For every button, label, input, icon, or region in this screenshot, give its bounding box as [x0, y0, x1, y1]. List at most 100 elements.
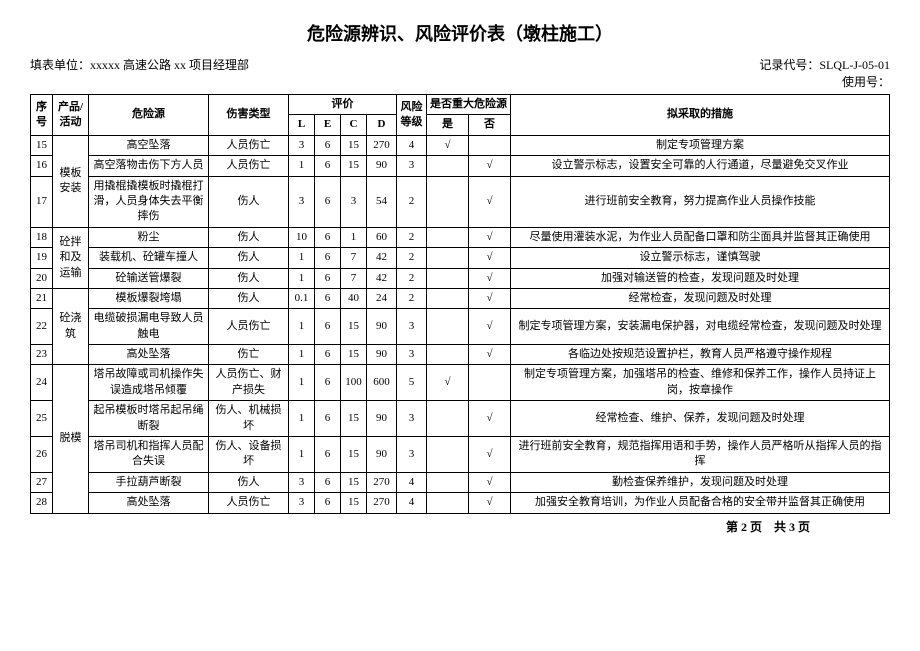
cell-C: 15 [341, 345, 367, 365]
th-C: C [341, 115, 367, 135]
cell-seq: 22 [31, 309, 53, 345]
cell-D: 270 [367, 472, 397, 492]
cell-level: 2 [397, 268, 427, 288]
cell-D: 90 [367, 156, 397, 176]
cell-E: 6 [315, 401, 341, 437]
cell-hazard: 装载机、砼罐车撞人 [89, 248, 209, 268]
cell-harm: 人员伤亡 [209, 309, 289, 345]
cell-C: 1 [341, 227, 367, 247]
cell-L: 0.1 [289, 288, 315, 308]
table-row: 27手拉葫芦断裂伤人36152704√勤检查保养维护，发现问题及时处理 [31, 472, 890, 492]
record-code-label: 记录代号： [759, 58, 819, 72]
cell-level: 4 [397, 472, 427, 492]
cell-harm: 伤人、机械损坏 [209, 401, 289, 437]
th-eval: 评价 [289, 95, 397, 115]
cell-hazard: 高空坠落 [89, 135, 209, 155]
cell-measure: 加强安全教育培训，为作业人员配备合格的安全带并监督其正确使用 [511, 493, 890, 513]
cell-measure: 经常检查，发现问题及时处理 [511, 288, 890, 308]
cell-harm: 人员伤亡、财产损失 [209, 365, 289, 401]
cell-harm: 伤人 [209, 288, 289, 308]
cell-hazard: 高处坠落 [89, 345, 209, 365]
cell-L: 1 [289, 437, 315, 473]
cell-no: √ [469, 176, 511, 227]
cell-measure: 设立警示标志，谨慎驾驶 [511, 248, 890, 268]
cell-measure: 经常检查、维护、保养，发现问题及时处理 [511, 401, 890, 437]
cell-hazard: 高空落物击伤下方人员 [89, 156, 209, 176]
cell-yes [427, 248, 469, 268]
cell-no: √ [469, 288, 511, 308]
org-value: xxxxx 高速公路 xx 项目经理部 [90, 58, 249, 72]
cell-no: √ [469, 345, 511, 365]
page-footer: 第 2 页 共 3 页 [30, 518, 890, 535]
cell-yes [427, 437, 469, 473]
cell-C: 7 [341, 268, 367, 288]
table-row: 25起吊模板时塔吊起吊绳断裂伤人、机械损坏1615903√经常检查、维护、保养，… [31, 401, 890, 437]
cell-no: √ [469, 156, 511, 176]
cell-activity: 模板安装 [53, 135, 89, 227]
cell-harm: 伤人 [209, 248, 289, 268]
cell-level: 2 [397, 227, 427, 247]
cell-D: 90 [367, 345, 397, 365]
cell-yes [427, 156, 469, 176]
th-level: 风险等级 [397, 95, 427, 136]
cell-no: √ [469, 493, 511, 513]
table-row: 15模板安装高空坠落人员伤亡36152704√制定专项管理方案 [31, 135, 890, 155]
cell-L: 1 [289, 365, 315, 401]
cell-L: 10 [289, 227, 315, 247]
cell-seq: 18 [31, 227, 53, 247]
cell-E: 6 [315, 309, 341, 345]
table-row: 20砼输送管爆裂伤人167422√加强对输送管的检查，发现问题及时处理 [31, 268, 890, 288]
cell-L: 3 [289, 493, 315, 513]
cell-yes [427, 401, 469, 437]
table-row: 16高空落物击伤下方人员人员伤亡1615903√设立警示标志，设置安全可靠的人行… [31, 156, 890, 176]
cell-E: 6 [315, 176, 341, 227]
cell-no: √ [469, 472, 511, 492]
cell-seq: 24 [31, 365, 53, 401]
cell-L: 1 [289, 401, 315, 437]
cell-E: 6 [315, 345, 341, 365]
table-row: 22电缆破损漏电导致人员触电人员伤亡1615903√制定专项管理方案，安装漏电保… [31, 309, 890, 345]
table-body: 15模板安装高空坠落人员伤亡36152704√制定专项管理方案16高空落物击伤下… [31, 135, 890, 513]
cell-hazard: 塔吊司机和指挥人员配合失误 [89, 437, 209, 473]
cell-activity: 砼浇筑 [53, 288, 89, 365]
th-hazard: 危险源 [89, 95, 209, 136]
record-code-value: SLQL-J-05-01 [819, 58, 890, 72]
cell-measure: 制定专项管理方案 [511, 135, 890, 155]
header-meta: 填表单位：xxxxx 高速公路 xx 项目经理部 记录代号：SLQL-J-05-… [30, 56, 890, 92]
table-row: 28高处坠落人员伤亡36152704√加强安全教育培训，为作业人员配备合格的安全… [31, 493, 890, 513]
cell-activity: 脱模 [53, 365, 89, 513]
table-row: 23高处坠落伤亡1615903√各临边处按规范设置护栏，教育人员严格遵守操作规程 [31, 345, 890, 365]
cell-activity: 砼拌和及运输 [53, 227, 89, 288]
th-L: L [289, 115, 315, 135]
cell-seq: 26 [31, 437, 53, 473]
table-row: 26塔吊司机和指挥人员配合失误伤人、设备损坏1615903√进行班前安全教育，规… [31, 437, 890, 473]
cell-seq: 23 [31, 345, 53, 365]
cell-hazard: 高处坠落 [89, 493, 209, 513]
cell-C: 15 [341, 493, 367, 513]
cell-C: 3 [341, 176, 367, 227]
cell-hazard: 塔吊故障或司机操作失误造成塔吊倾覆 [89, 365, 209, 401]
cell-yes [427, 472, 469, 492]
cell-E: 6 [315, 472, 341, 492]
cell-L: 3 [289, 176, 315, 227]
cell-L: 3 [289, 472, 315, 492]
cell-C: 15 [341, 401, 367, 437]
th-harm: 伤害类型 [209, 95, 289, 136]
cell-measure: 进行班前安全教育，规范指挥用语和手势，操作人员严格听从指挥人员的指挥 [511, 437, 890, 473]
cell-E: 6 [315, 493, 341, 513]
cell-L: 1 [289, 268, 315, 288]
cell-D: 600 [367, 365, 397, 401]
cell-E: 6 [315, 248, 341, 268]
cell-yes [427, 268, 469, 288]
th-seq: 序号 [31, 95, 53, 136]
cell-measure: 制定专项管理方案，安装漏电保护器，对电缆经常检查，发现问题及时处理 [511, 309, 890, 345]
cell-no: √ [469, 437, 511, 473]
cell-level: 3 [397, 309, 427, 345]
cell-harm: 伤人 [209, 472, 289, 492]
cell-harm: 伤人、设备损坏 [209, 437, 289, 473]
cell-C: 15 [341, 309, 367, 345]
th-measure: 拟采取的措施 [511, 95, 890, 136]
cell-level: 4 [397, 493, 427, 513]
cell-E: 6 [315, 365, 341, 401]
table-row: 17用撬棍撬模板时撬棍打滑，人员身体失去平衡摔伤伤人363542√进行班前安全教… [31, 176, 890, 227]
